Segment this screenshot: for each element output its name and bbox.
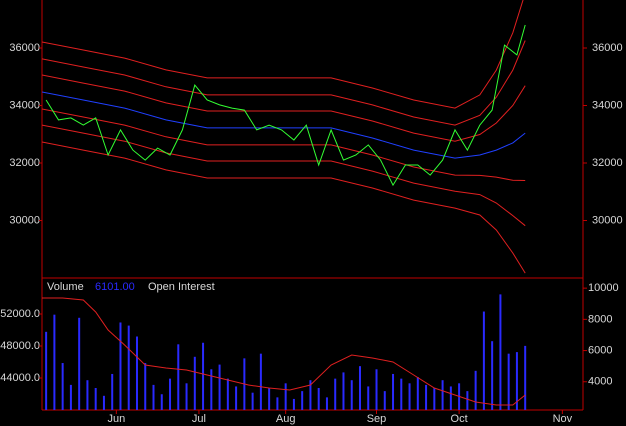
volume-bar [226,378,229,410]
series-line [42,40,526,126]
legend-open-interest: Open Interest [148,281,215,293]
y2-tick-label: 8000 [588,313,612,325]
volume-bar [177,344,180,410]
y-tick-label: 36000 [9,42,40,54]
volume-bar [466,391,469,410]
volume-bar [284,383,287,410]
series-line [42,0,524,109]
x-tick-label: Jul [192,413,206,425]
y2-tick-label: 10000 [588,282,619,294]
volume-bar [309,380,312,410]
volume-bar [102,395,105,410]
volume-bar [235,386,238,410]
volume-bar [210,369,213,410]
y-tick-label: 52000.0 [0,308,40,320]
volume-bar [392,373,395,410]
x-tick-label: Oct [451,413,468,425]
volume-bar [69,384,72,410]
y-tick-label-right: 36000 [592,42,623,54]
series-line [42,141,526,274]
volume-bar [499,294,502,410]
volume-bar [358,366,361,410]
volume-bar [119,322,122,410]
volume-bar [367,386,370,410]
volume-bar [433,388,436,410]
volume-bar [45,331,48,410]
y-tick-label: 32000 [9,157,40,169]
volume-bar [160,394,163,410]
volume-bar [482,311,485,410]
volume-bar [94,388,97,410]
series-line [42,297,526,406]
volume-bar [259,353,262,410]
volume-bar [375,369,378,410]
volume-bar [425,384,428,410]
x-tick-label: Nov [553,413,573,425]
volume-bar [169,378,172,410]
volume-bar [268,388,271,410]
volume-bar [416,377,419,410]
legend-volume: Volume [47,281,84,293]
volume-bar [334,378,337,410]
volume-bar [449,386,452,410]
volume-bar [152,384,155,410]
volume-bar [301,391,304,410]
x-tick-label: Jun [107,413,125,425]
volume-bar [127,325,130,410]
volume-bar [383,391,386,410]
y-tick-label: 48000.0 [0,340,40,352]
volume-bar [350,380,353,410]
volume-bar [342,372,345,410]
volume-bar [408,383,411,410]
volume-bar [474,370,477,410]
volume-bar [441,380,444,410]
volume-bar [218,364,221,410]
volume-bar [135,336,138,410]
x-tick-label: Aug [276,413,296,425]
volume-bar [317,388,320,410]
y2-tick-label: 6000 [588,344,612,356]
x-tick-label: Sep [367,413,387,425]
volume-readout: 6101.00 [95,281,135,293]
volume-bar [78,317,81,410]
series-line [42,124,526,227]
volume-bar [202,342,205,410]
volume-bar [144,363,147,410]
y-tick-label-right: 30000 [592,214,623,226]
volume-bar [507,353,510,410]
volume-bar [400,378,403,410]
y-tick-label-right: 34000 [592,99,623,111]
series-line [42,91,526,159]
y2-tick-label: 4000 [588,376,612,388]
series-line [42,108,526,181]
volume-bar [185,383,188,410]
volume-bar [193,356,196,410]
volume-bar [251,392,254,410]
y-tick-label-right: 32000 [592,157,623,169]
series-line [45,24,526,187]
volume-bar [491,341,494,410]
volume-bar [61,363,64,410]
volume-bar [325,397,328,410]
y-tick-label: 44000.0 [0,372,40,384]
y-tick-label: 34000 [9,99,40,111]
volume-bar [86,380,89,410]
volume-bar [276,397,279,410]
volume-bar [524,345,527,410]
y-tick-label: 30000 [9,214,40,226]
series-line [42,74,526,142]
volume-bar [292,398,295,410]
volume-bar [515,352,518,410]
volume-bar [111,373,114,410]
volume-bar [53,314,56,410]
